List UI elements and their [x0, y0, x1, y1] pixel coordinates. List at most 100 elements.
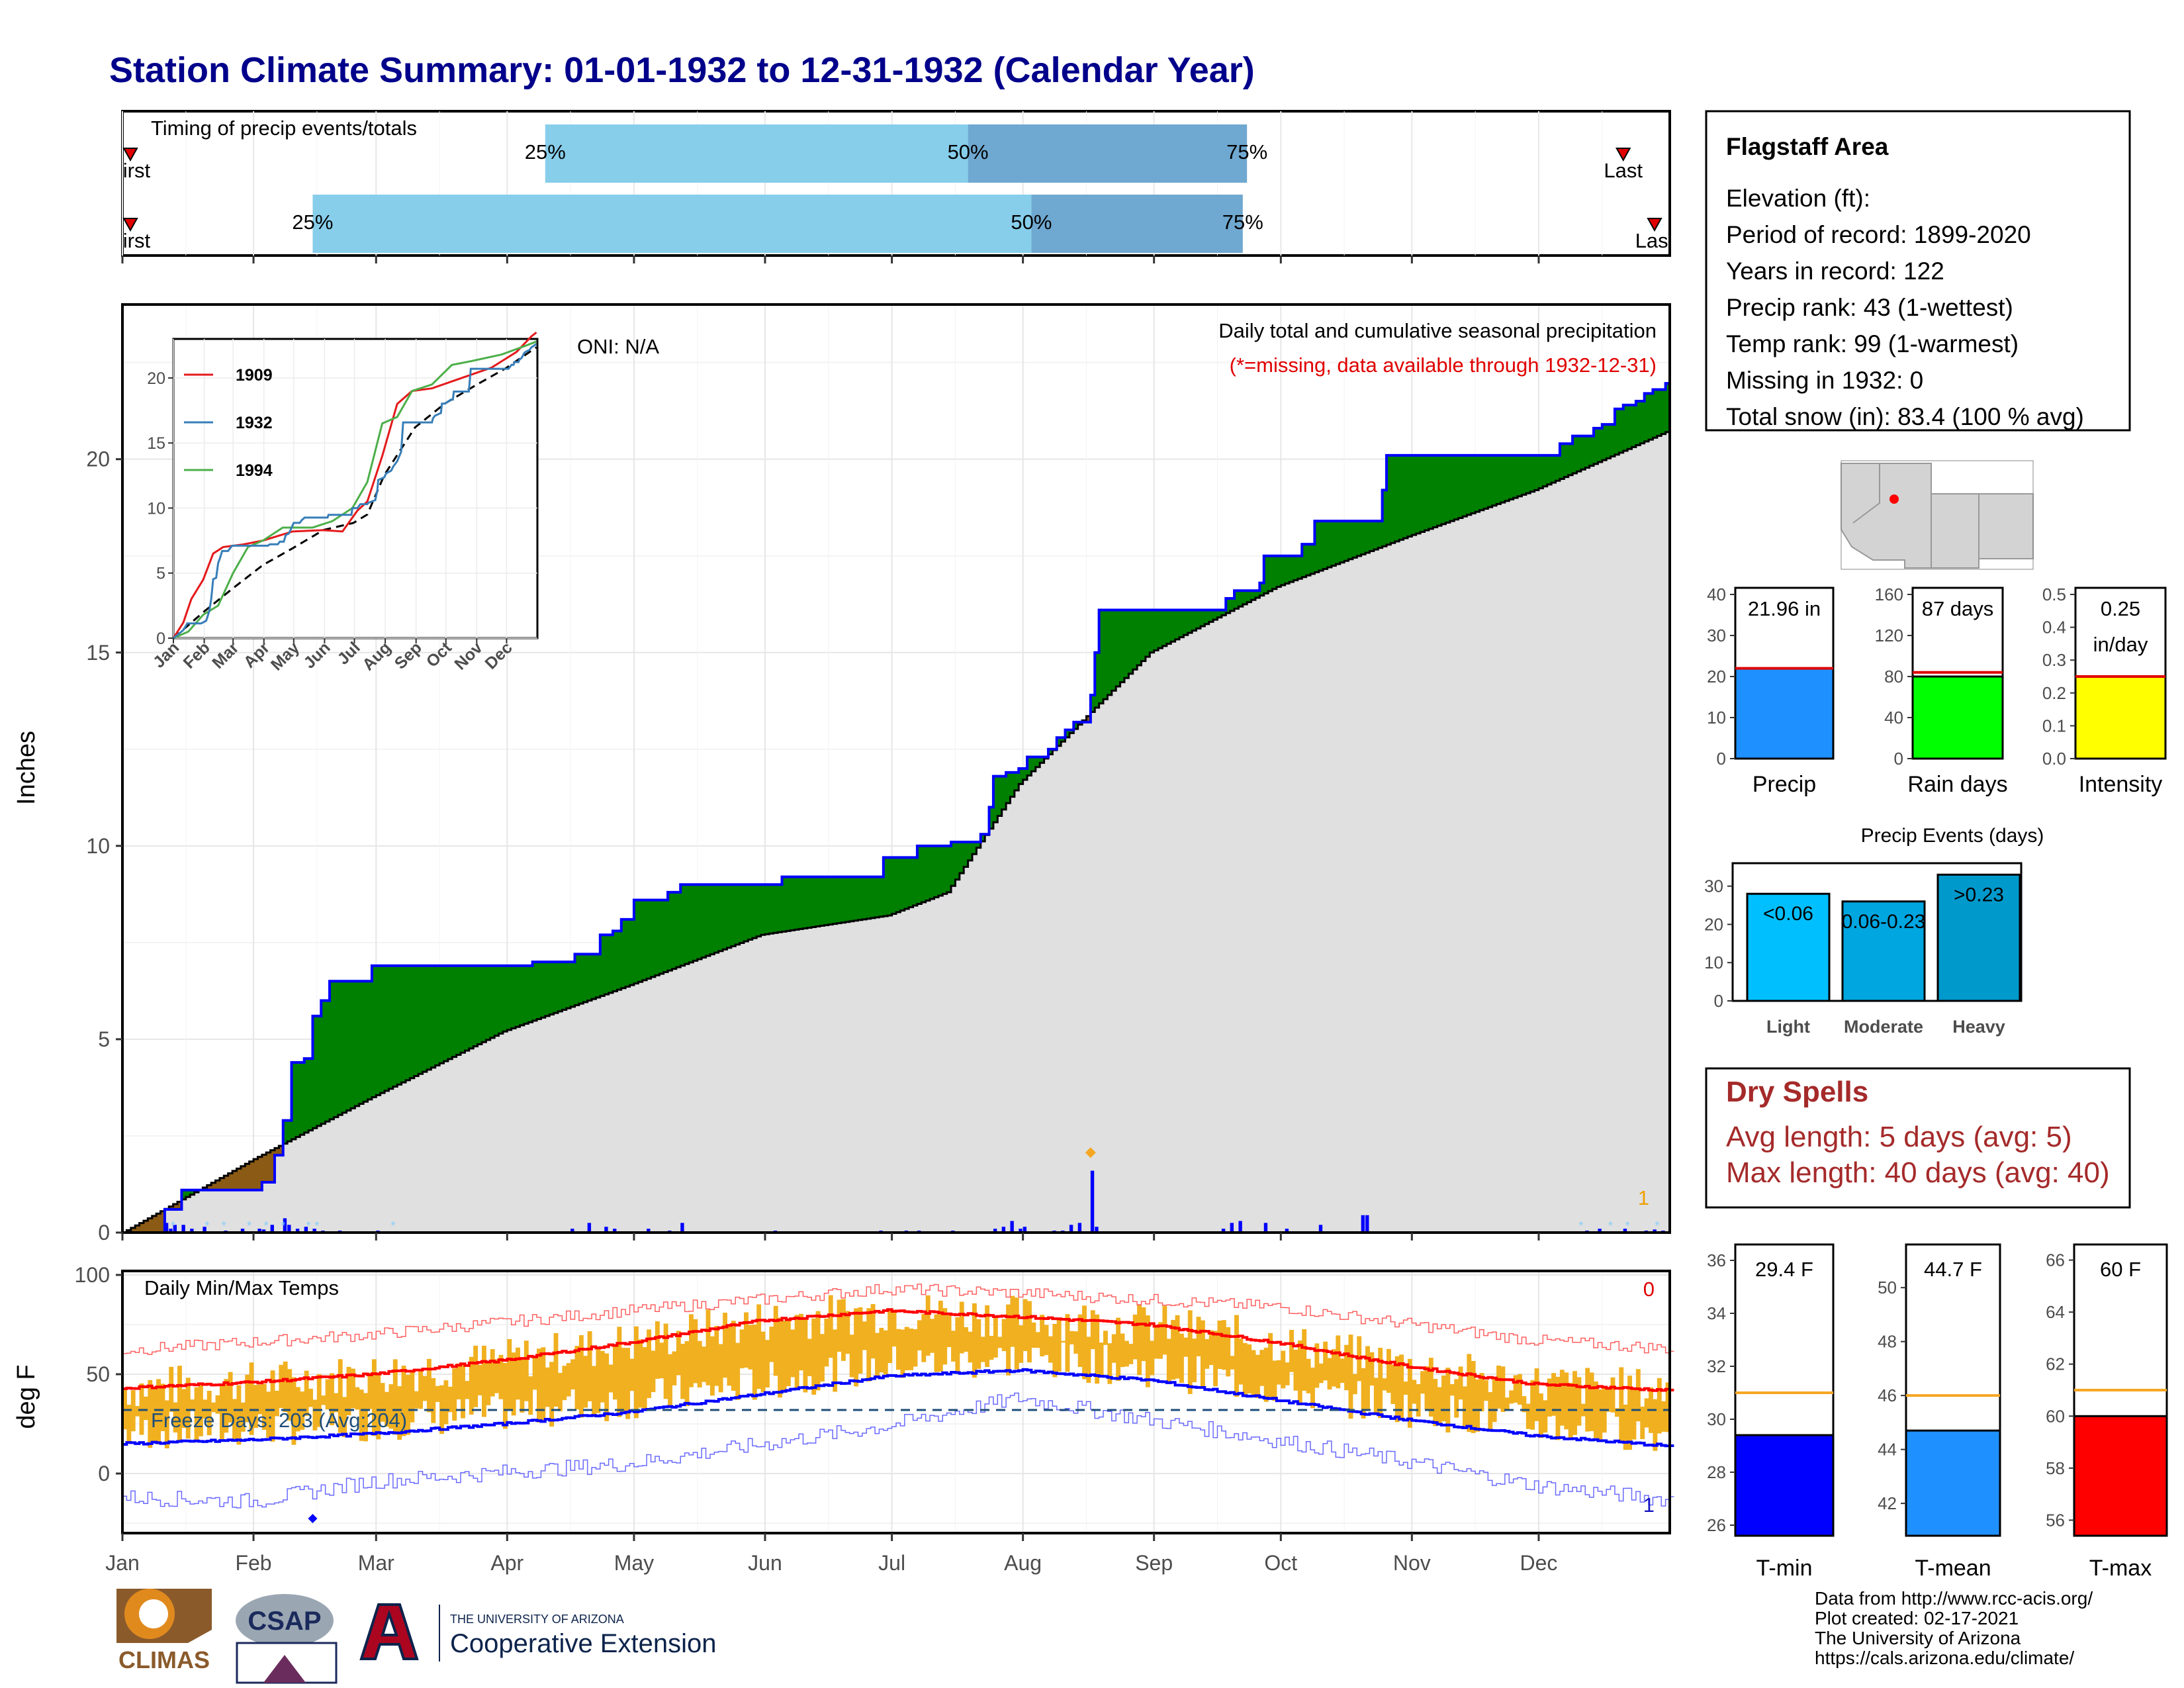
- daily-temp-bar: [1302, 1329, 1307, 1391]
- inset-y-tick-label: 20: [147, 369, 165, 388]
- mini-bar-tick-label: 40: [1884, 708, 1903, 727]
- temp-summary-label: T-mean: [1915, 1556, 1991, 1581]
- page-title: Station Climate Summary: 01-01-1932 to 1…: [109, 50, 1255, 90]
- daily-temp-bar: [1314, 1343, 1320, 1388]
- daily-temp-bar: [523, 1340, 529, 1401]
- daily-temp-bar: [1445, 1368, 1451, 1432]
- daily-temp-bar: [330, 1373, 334, 1426]
- daily-temp-bar: [431, 1378, 436, 1423]
- daily-precip-bar: [1230, 1223, 1234, 1233]
- precip-missing-count: 1: [1638, 1186, 1649, 1209]
- temp-summary-tick-label: 42: [1878, 1493, 1897, 1513]
- mini-bar-tick-label: 0.5: [2042, 585, 2066, 604]
- daily-temp-bar: [1200, 1320, 1205, 1388]
- trace-marker: *: [205, 1219, 209, 1233]
- mini-bar-label: Precip: [1752, 772, 1816, 797]
- daily-temp-bar: [414, 1391, 419, 1409]
- mini-bar-tick-label: 120: [1875, 626, 1903, 645]
- daily-temp-bar: [316, 1374, 322, 1427]
- trace-marker: *: [247, 1219, 251, 1233]
- inset-legend-label: 1909: [236, 366, 273, 385]
- daily-temp-bar: [799, 1313, 803, 1371]
- daily-temp-bar: [887, 1311, 893, 1364]
- daily-precip-bar: [1001, 1227, 1006, 1233]
- daily-temp-bar: [778, 1317, 783, 1398]
- daily-temp-bar: [578, 1335, 584, 1418]
- inset-line-1909: [172, 331, 537, 639]
- station-detail-line: Elevation (ft):: [1726, 185, 1870, 212]
- temp-summary-tick-label: 28: [1707, 1462, 1726, 1482]
- daily-temp-bar: [481, 1345, 486, 1417]
- daily-temp-bar: [291, 1377, 296, 1445]
- daily-temp-bar: [1006, 1304, 1011, 1376]
- dry-spells-box: Dry Spells Avg length: 5 days (avg: 5) M…: [1705, 1067, 2131, 1209]
- daily-temp-bar: [1483, 1380, 1488, 1401]
- daily-temp-bar: [1424, 1366, 1430, 1410]
- daily-precip-bar: [1238, 1221, 1242, 1233]
- daily-temp-bar: [1090, 1310, 1095, 1350]
- month-label: Dec: [1520, 1551, 1558, 1575]
- daily-temp-bar: [727, 1325, 732, 1386]
- daily-temp-bar: [236, 1385, 242, 1445]
- daily-temp-bar: [1504, 1397, 1510, 1411]
- daily-temp-bar: [545, 1367, 550, 1407]
- daily-temp-bar: [1230, 1356, 1235, 1370]
- daily-temp-bar: [342, 1397, 347, 1437]
- daily-temp-bar: [350, 1368, 355, 1409]
- mini-bar-tick-label: 80: [1884, 667, 1903, 686]
- daily-temp-bar: [1166, 1338, 1171, 1384]
- temp-summary-tick-label: 36: [1707, 1250, 1726, 1270]
- daily-temp-bar: [1475, 1379, 1480, 1432]
- temp-summary-label: T-max: [2089, 1556, 2152, 1581]
- precip-panel-title: Daily total and cumulative seasonal prec…: [1218, 319, 1657, 342]
- daily-temp-bar: [1555, 1376, 1561, 1440]
- daily-temp-bar: [456, 1363, 461, 1399]
- events-bar-label: 0.06-0.23: [1842, 911, 1926, 933]
- timing-last-label: Last: [1635, 229, 1674, 252]
- daily-temp-bar: [1285, 1362, 1290, 1385]
- trace-marker: *: [171, 1219, 175, 1233]
- daily-temp-bar: [980, 1336, 985, 1362]
- daily-temp-bar: [773, 1305, 778, 1376]
- daily-temp-bar: [972, 1303, 977, 1378]
- daily-temp-bar: [790, 1329, 796, 1378]
- month-label: Mar: [358, 1551, 394, 1575]
- daily-temp-bar: [447, 1386, 453, 1413]
- month-label: Feb: [235, 1551, 271, 1575]
- daily-temp-bar: [1019, 1325, 1024, 1363]
- daily-temp-bar: [261, 1383, 267, 1430]
- mini-bar-tick-label: 0: [1717, 749, 1726, 769]
- daily-precip-bar: [181, 1225, 185, 1233]
- daily-temp-bar: [1234, 1315, 1239, 1397]
- daily-temp-bar: [443, 1380, 449, 1425]
- temp-summary-tick-label: 44: [1878, 1440, 1897, 1460]
- daily-temp-bar: [1205, 1338, 1210, 1369]
- temp-summary-tick-label: 60: [2046, 1406, 2065, 1426]
- timing-first-marker: [122, 148, 138, 162]
- daily-temp-bar: [126, 1405, 132, 1442]
- daily-temp-bar: [891, 1309, 897, 1347]
- daily-temp-bar: [1082, 1305, 1087, 1380]
- daily-temp-bar: [1518, 1374, 1522, 1405]
- station-detail-line: Temp rank: 99 (1-warmest): [1726, 330, 2019, 357]
- daily-temp-bar: [824, 1318, 829, 1367]
- daily-temp-bar: [1547, 1378, 1552, 1417]
- temp-summary-bar: [2073, 1415, 2168, 1537]
- precip-y-tick-label: 20: [86, 447, 110, 471]
- mini-bar-tick-label: 0: [1894, 749, 1903, 769]
- daily-temp-bar: [304, 1370, 309, 1416]
- events-bar: [1746, 892, 1831, 1002]
- daily-temp-bar: [1023, 1299, 1028, 1352]
- inset-legend: 1909 1932 1994: [184, 366, 273, 480]
- daily-temp-bar: [1543, 1400, 1548, 1433]
- daily-temp-bar: [1606, 1388, 1612, 1412]
- daily-temp-bar: [1525, 1403, 1531, 1429]
- temp-summary-tick-label: 30: [1707, 1409, 1726, 1429]
- daily-temp-bar: [1052, 1324, 1058, 1378]
- daily-temp-bar: [181, 1389, 187, 1429]
- daily-temp-bar: [1132, 1314, 1138, 1360]
- daily-temp-bar: [1073, 1331, 1079, 1354]
- daily-temp-bar: [1116, 1317, 1121, 1381]
- daily-temp-bar: [1217, 1320, 1222, 1369]
- daily-temp-bar: [392, 1359, 398, 1435]
